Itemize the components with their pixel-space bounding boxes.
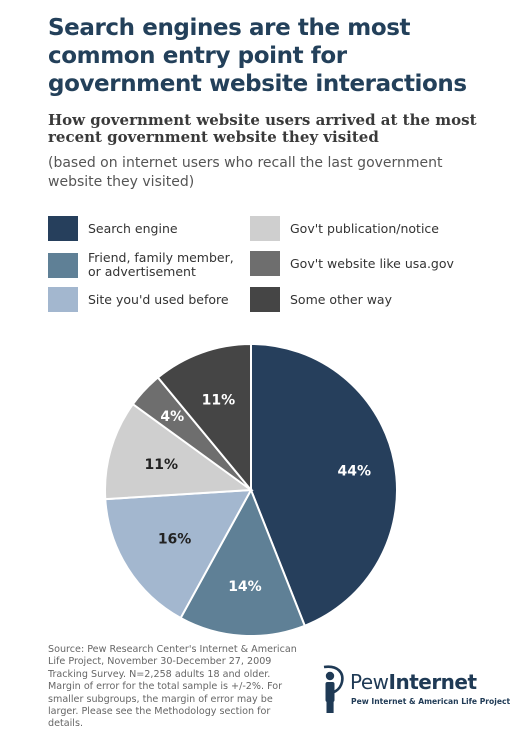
source-note: Source: Pew Research Center's Internet &… [48,644,297,730]
legend-swatch [48,287,78,312]
logo-word-internet: Internet [388,670,478,694]
pie-slice-some-other-way [156,342,252,493]
logo-word-pew: Pew [350,670,389,694]
legend-label: Friend, family member, or advertisement [88,250,234,279]
legend-label: Gov't publication/notice [290,220,439,236]
pie-chart: 44% 14% 16% 11% 4% 11% [104,342,398,637]
legend-label: Some other way [290,291,392,307]
pie-slice-friend-family [179,487,307,637]
pie-slice-site-used-before [104,488,253,620]
legend-swatch [250,251,280,276]
pie-label-search-engine: 44% [338,463,372,479]
logo-wordmark: PewInternet [350,670,477,694]
legend-item-govt-publication: Gov't publication/notice [250,216,488,241]
legend-item-govt-website: Gov't website like usa.gov [250,251,488,276]
legend-label: Site you'd used before [88,291,229,307]
pie-label-site-used-before: 16% [158,532,192,548]
legend-swatch [48,252,78,278]
legend-swatch [250,216,280,241]
legend-label: Search engine [88,220,178,236]
pie-label-govt-website: 4% [160,409,184,425]
legend-label: Gov't website like usa.gov [290,255,454,271]
pie-slice-search-engine [250,342,398,628]
legend-item-some-other-way: Some other way [250,287,488,312]
pew-figure-icon [323,665,344,713]
chart-subtitle: How government website users arrived at … [48,111,477,146]
pew-internet-logo: PewInternet Pew Internet & American Life… [318,664,510,720]
pie-label-some-other-way: 11% [202,392,236,408]
pie-label-govt-publication: 11% [145,457,179,473]
legend: Search engine Friend, family member, or … [48,212,488,322]
legend-item-friend-family: Friend, family member, or advertisement [48,251,248,279]
legend-swatch [48,216,78,241]
chart-note: (based on internet users who recall the … [48,155,443,190]
pie-slice-govt-publication [104,402,254,501]
legend-item-search-engine: Search engine [48,216,248,241]
pie-label-friend-family: 14% [228,579,262,595]
legend-swatch [250,287,280,312]
logo-tagline: Pew Internet & American Life Project [351,697,511,706]
legend-item-site-used-before: Site you'd used before [48,287,248,312]
chart-title: Search engines are the most common entry… [48,15,467,97]
